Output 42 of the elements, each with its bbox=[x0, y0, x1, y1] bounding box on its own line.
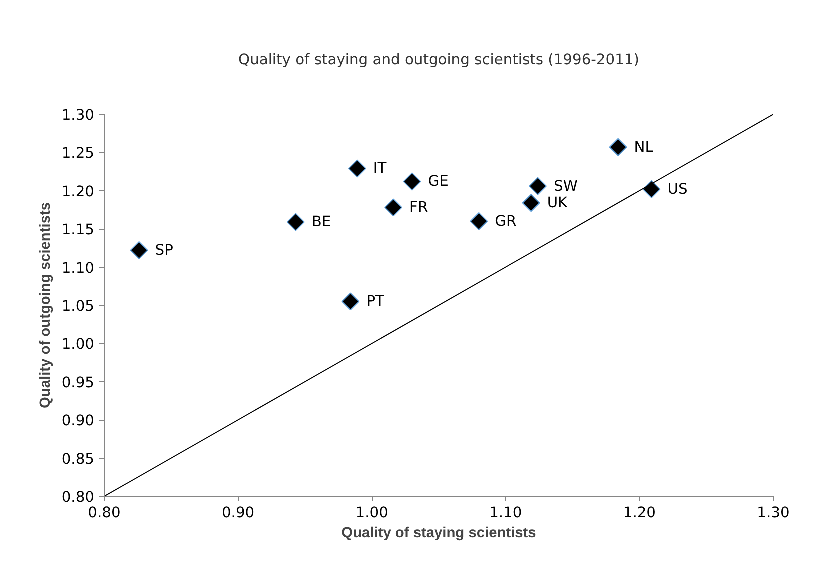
point bbox=[286, 213, 305, 232]
x-tick-label: 1.20 bbox=[623, 504, 656, 522]
y-tick-label: 0.95 bbox=[62, 374, 95, 392]
x-tick-label: 1.10 bbox=[490, 504, 522, 522]
y-tick-label: 1.25 bbox=[62, 145, 95, 162]
point bbox=[348, 160, 366, 178]
y-tick-label: 0.90 bbox=[62, 412, 95, 430]
point bbox=[529, 177, 547, 196]
annotation: BE bbox=[312, 214, 332, 231]
annotation: PT bbox=[366, 293, 385, 310]
point bbox=[609, 138, 628, 156]
point bbox=[342, 292, 360, 311]
annotation: GR bbox=[495, 212, 517, 230]
annotation: SP bbox=[155, 242, 174, 259]
y-tick-label: 1.30 bbox=[62, 107, 95, 124]
y-axis-title: Quality of outgoing scientists bbox=[38, 202, 54, 409]
x-tick-label: 1.30 bbox=[757, 504, 790, 522]
point bbox=[130, 242, 148, 260]
annotation: IT bbox=[373, 160, 387, 178]
point bbox=[384, 198, 402, 217]
x-tick-label: 0.80 bbox=[88, 504, 121, 522]
chart-title: Quality of staying and outgoing scientists (1996-2011) bbox=[238, 52, 640, 68]
annotation: NL bbox=[634, 138, 654, 156]
annotation: FR bbox=[410, 199, 428, 216]
y-tick-label: 0.85 bbox=[62, 450, 95, 468]
y-tick-label: 1.15 bbox=[62, 222, 95, 239]
y-tick-label: 1.00 bbox=[62, 336, 95, 354]
x-tick-label: 1.00 bbox=[356, 504, 388, 522]
annotation: GE bbox=[428, 173, 449, 190]
annotation: US bbox=[668, 180, 688, 198]
y-tick-label: 1.20 bbox=[62, 183, 95, 200]
point bbox=[470, 212, 488, 230]
x-tick-label: 0.90 bbox=[222, 504, 255, 522]
point bbox=[522, 194, 540, 212]
x-axis-title: Quality of staying scientists bbox=[342, 526, 536, 542]
point bbox=[642, 180, 661, 198]
y-tick-label: 0.80 bbox=[62, 489, 95, 506]
annotation: SW bbox=[554, 178, 578, 195]
y-tick-label: 1.10 bbox=[62, 260, 95, 277]
y-tick-label: 1.05 bbox=[62, 298, 95, 315]
point bbox=[403, 172, 422, 191]
annotation: UK bbox=[547, 194, 568, 212]
